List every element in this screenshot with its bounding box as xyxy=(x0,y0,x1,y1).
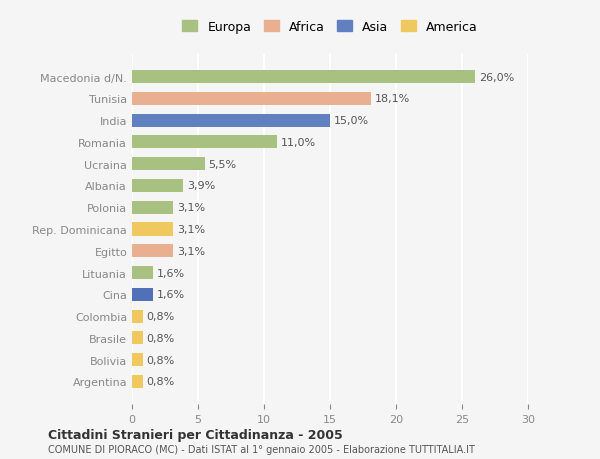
Text: 0,8%: 0,8% xyxy=(146,376,175,386)
Text: 3,1%: 3,1% xyxy=(177,203,205,213)
Text: 5,5%: 5,5% xyxy=(209,159,236,169)
Bar xyxy=(132,266,153,280)
Text: 1,6%: 1,6% xyxy=(157,290,185,300)
Text: Cittadini Stranieri per Cittadinanza - 2005: Cittadini Stranieri per Cittadinanza - 2… xyxy=(48,428,343,441)
Bar xyxy=(132,375,143,388)
Bar xyxy=(132,310,143,323)
Legend: Europa, Africa, Asia, America: Europa, Africa, Asia, America xyxy=(178,16,482,39)
Bar xyxy=(132,223,173,236)
Text: 0,8%: 0,8% xyxy=(146,355,175,365)
Text: 3,1%: 3,1% xyxy=(177,246,205,256)
Text: COMUNE DI PIORACO (MC) - Dati ISTAT al 1° gennaio 2005 - Elaborazione TUTTITALIA: COMUNE DI PIORACO (MC) - Dati ISTAT al 1… xyxy=(48,444,475,454)
Text: 1,6%: 1,6% xyxy=(157,268,185,278)
Text: 0,8%: 0,8% xyxy=(146,311,175,321)
Bar xyxy=(132,331,143,345)
Text: 15,0%: 15,0% xyxy=(334,116,369,126)
Bar xyxy=(132,114,330,128)
Bar xyxy=(132,71,475,84)
Text: 3,1%: 3,1% xyxy=(177,224,205,235)
Bar xyxy=(132,93,371,106)
Text: 3,9%: 3,9% xyxy=(187,181,215,191)
Text: 11,0%: 11,0% xyxy=(281,138,316,148)
Bar xyxy=(132,245,173,258)
Bar xyxy=(132,179,184,193)
Bar xyxy=(132,136,277,149)
Bar xyxy=(132,288,153,301)
Text: 26,0%: 26,0% xyxy=(479,73,514,83)
Text: 18,1%: 18,1% xyxy=(375,94,410,104)
Bar xyxy=(132,353,143,366)
Bar xyxy=(132,158,205,171)
Bar xyxy=(132,201,173,214)
Text: 0,8%: 0,8% xyxy=(146,333,175,343)
